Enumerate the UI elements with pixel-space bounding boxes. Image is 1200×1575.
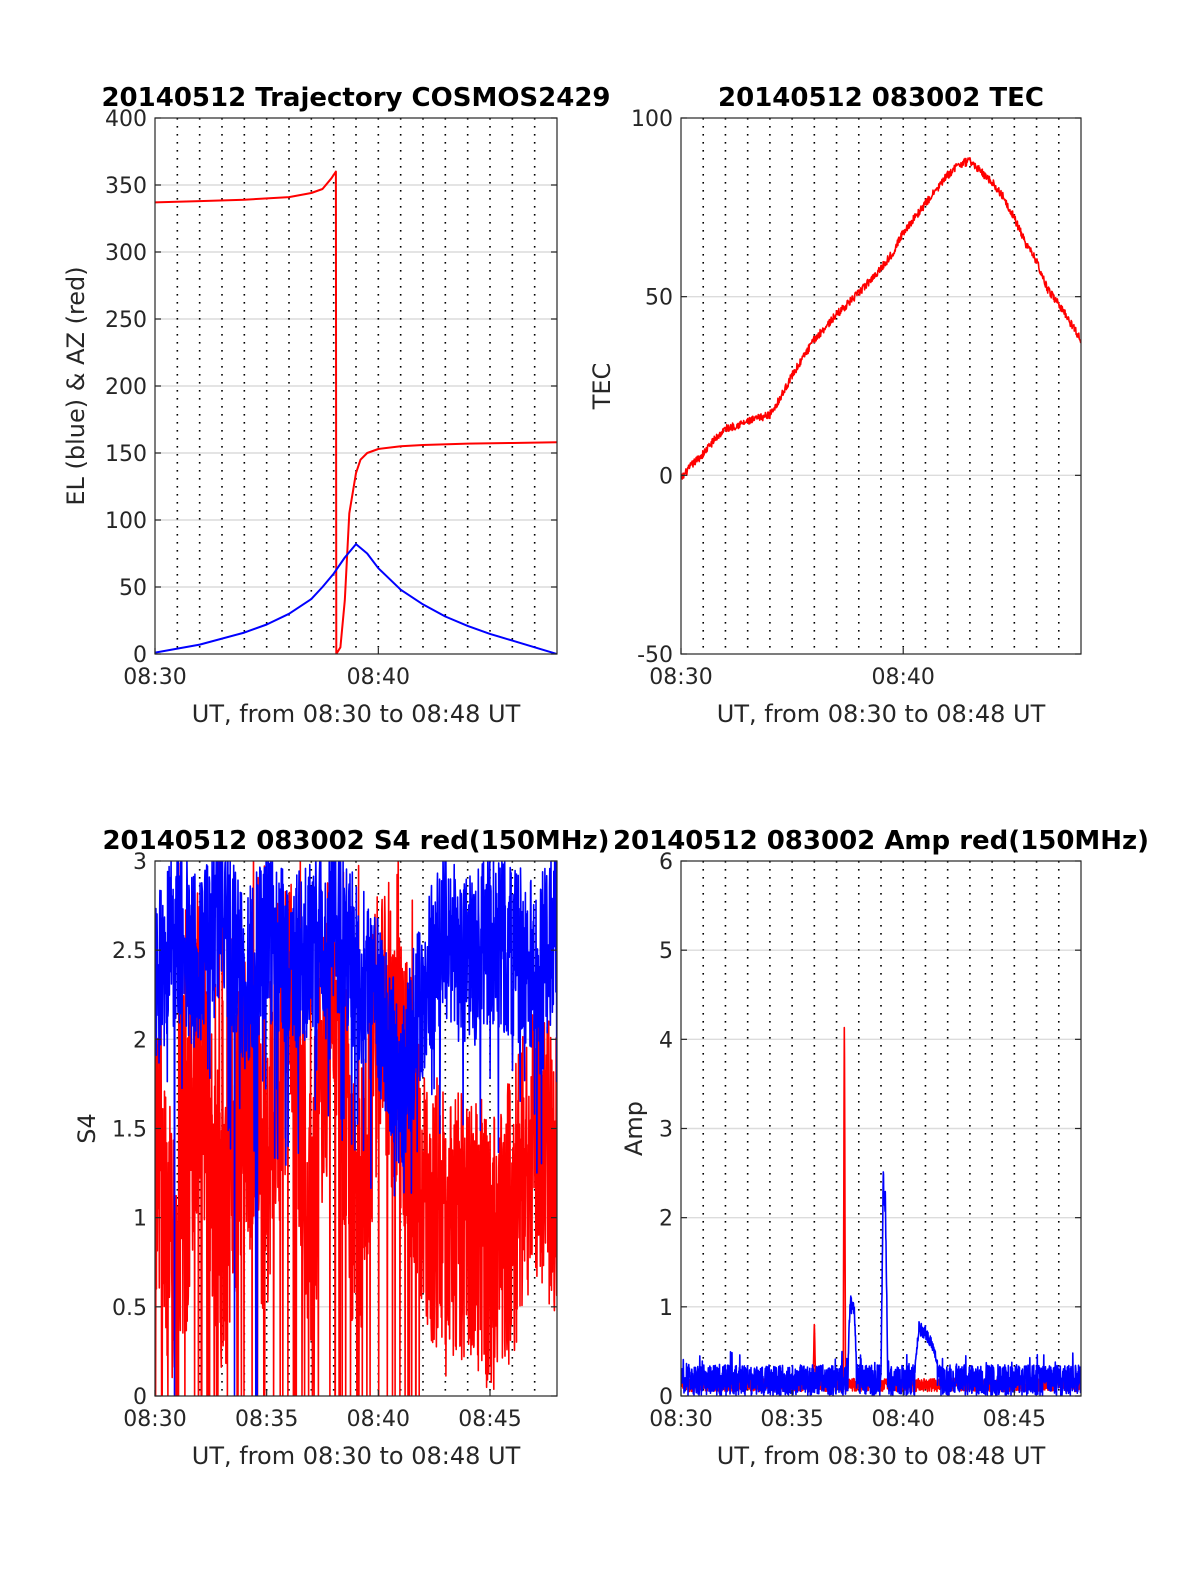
tec-xlabel: UT, from 08:30 to 08:48 UT bbox=[717, 700, 1046, 728]
trajectory-title: 20140512 Trajectory COSMOS2429 bbox=[101, 83, 610, 113]
amp-xtick-label: 08:35 bbox=[760, 1407, 823, 1432]
trajectory-ytick-label: 0 bbox=[133, 643, 147, 668]
trajectory-ytick-label: 50 bbox=[119, 576, 147, 601]
amp-plot-area bbox=[681, 1026, 1081, 1396]
trajectory-xtick-label: 08:40 bbox=[347, 665, 410, 690]
s4-ytick-label: 3 bbox=[133, 850, 147, 875]
tec-ylabel: TEC bbox=[588, 363, 616, 411]
s4-ytick-label: 0 bbox=[133, 1385, 147, 1410]
amp-chart: 0 1 2 3 4 5 6 08:30 08:35 08:40 08:45 UT, from 08:3… bbox=[613, 826, 1149, 1470]
trajectory-ytick-label: 100 bbox=[105, 509, 147, 534]
s4-chart: 0 0.5 1 1.5 2 2.5 3 08:30 08:35 08:40 08:45 UT, fro… bbox=[73, 826, 610, 1470]
trajectory-ytick-label: 300 bbox=[105, 241, 147, 266]
amp-ytick-label: 6 bbox=[659, 850, 673, 875]
trajectory-ytick-label: 350 bbox=[105, 174, 147, 199]
tec-ytick-label: -50 bbox=[637, 643, 673, 668]
trajectory-ytick-label: 150 bbox=[105, 442, 147, 467]
s4-xtick-label: 08:35 bbox=[235, 1407, 298, 1432]
tec-ytick-label: 0 bbox=[659, 464, 673, 489]
amp-ytick-label: 0 bbox=[659, 1385, 673, 1410]
s4-ytick-label: 1.5 bbox=[112, 1118, 147, 1143]
trajectory-xtick-label: 08:30 bbox=[123, 665, 186, 690]
trajectory-ylabel: EL (blue) & AZ (red) bbox=[62, 266, 90, 505]
amp-ytick-label: 2 bbox=[659, 1207, 673, 1232]
amp-ytick-label: 5 bbox=[659, 939, 673, 964]
s4-ytick-label: 2.5 bbox=[112, 939, 147, 964]
s4-series-s4-blue bbox=[155, 861, 557, 1396]
s4-xtick-label: 08:30 bbox=[123, 1407, 186, 1432]
tec-series-tec bbox=[681, 157, 1081, 480]
tec-xtick-label: 08:40 bbox=[872, 665, 935, 690]
amp-xtick-label: 08:40 bbox=[872, 1407, 935, 1432]
trajectory-ytick-label: 400 bbox=[105, 107, 147, 132]
amp-ytick-label: 3 bbox=[659, 1118, 673, 1143]
tec-ytick-label: 50 bbox=[645, 286, 673, 311]
trajectory-series-az bbox=[155, 170, 557, 654]
s4-xlabel: UT, from 08:30 to 08:48 UT bbox=[192, 1442, 521, 1470]
s4-series-s4-red bbox=[155, 861, 557, 1396]
amp-xtick-label: 08:30 bbox=[649, 1407, 712, 1432]
s4-ylabel: S4 bbox=[73, 1113, 101, 1144]
amp-title: 20140512 083002 Amp red(150MHz) bbox=[613, 826, 1149, 856]
tec-ytick-label: 100 bbox=[631, 107, 673, 132]
tec-title: 20140512 083002 TEC bbox=[718, 83, 1044, 113]
trajectory-plot-area bbox=[155, 170, 557, 654]
s4-xtick-label: 08:45 bbox=[458, 1407, 521, 1432]
amp-ylabel: Amp bbox=[620, 1101, 648, 1156]
tec-axes-frame bbox=[680, 117, 1082, 655]
trajectory-ytick-label: 200 bbox=[105, 375, 147, 400]
s4-ytick-label: 2 bbox=[133, 1028, 147, 1053]
s4-plot-area bbox=[155, 861, 557, 1396]
amp-xtick-label: 08:45 bbox=[983, 1407, 1046, 1432]
trajectory-series-el bbox=[155, 543, 557, 654]
amp-ytick-label: 4 bbox=[659, 1028, 673, 1053]
trajectory-xlabel: UT, from 08:30 to 08:48 UT bbox=[192, 700, 521, 728]
tec-chart: -50 0 50 100 08:30 08:40 UT, from 08:30 to 08:… bbox=[588, 83, 1082, 728]
amp-xlabel: UT, from 08:30 to 08:48 UT bbox=[717, 1442, 1046, 1470]
s4-title: 20140512 083002 S4 red(150MHz) bbox=[102, 826, 609, 856]
s4-xtick-label: 08:40 bbox=[347, 1407, 410, 1432]
trajectory-ytick-label: 250 bbox=[105, 308, 147, 333]
tec-plot-area bbox=[681, 157, 1081, 480]
s4-ytick-label: 0.5 bbox=[112, 1296, 147, 1321]
amp-ytick-label: 1 bbox=[659, 1296, 673, 1321]
s4-ytick-label: 1 bbox=[133, 1207, 147, 1232]
amp-series-amp-blue bbox=[681, 1171, 1081, 1396]
tec-xtick-label: 08:30 bbox=[649, 665, 712, 690]
trajectory-chart: 0 50 100 150 200 250 300 350 400 08:30 08:40 UT, fr… bbox=[62, 83, 611, 728]
